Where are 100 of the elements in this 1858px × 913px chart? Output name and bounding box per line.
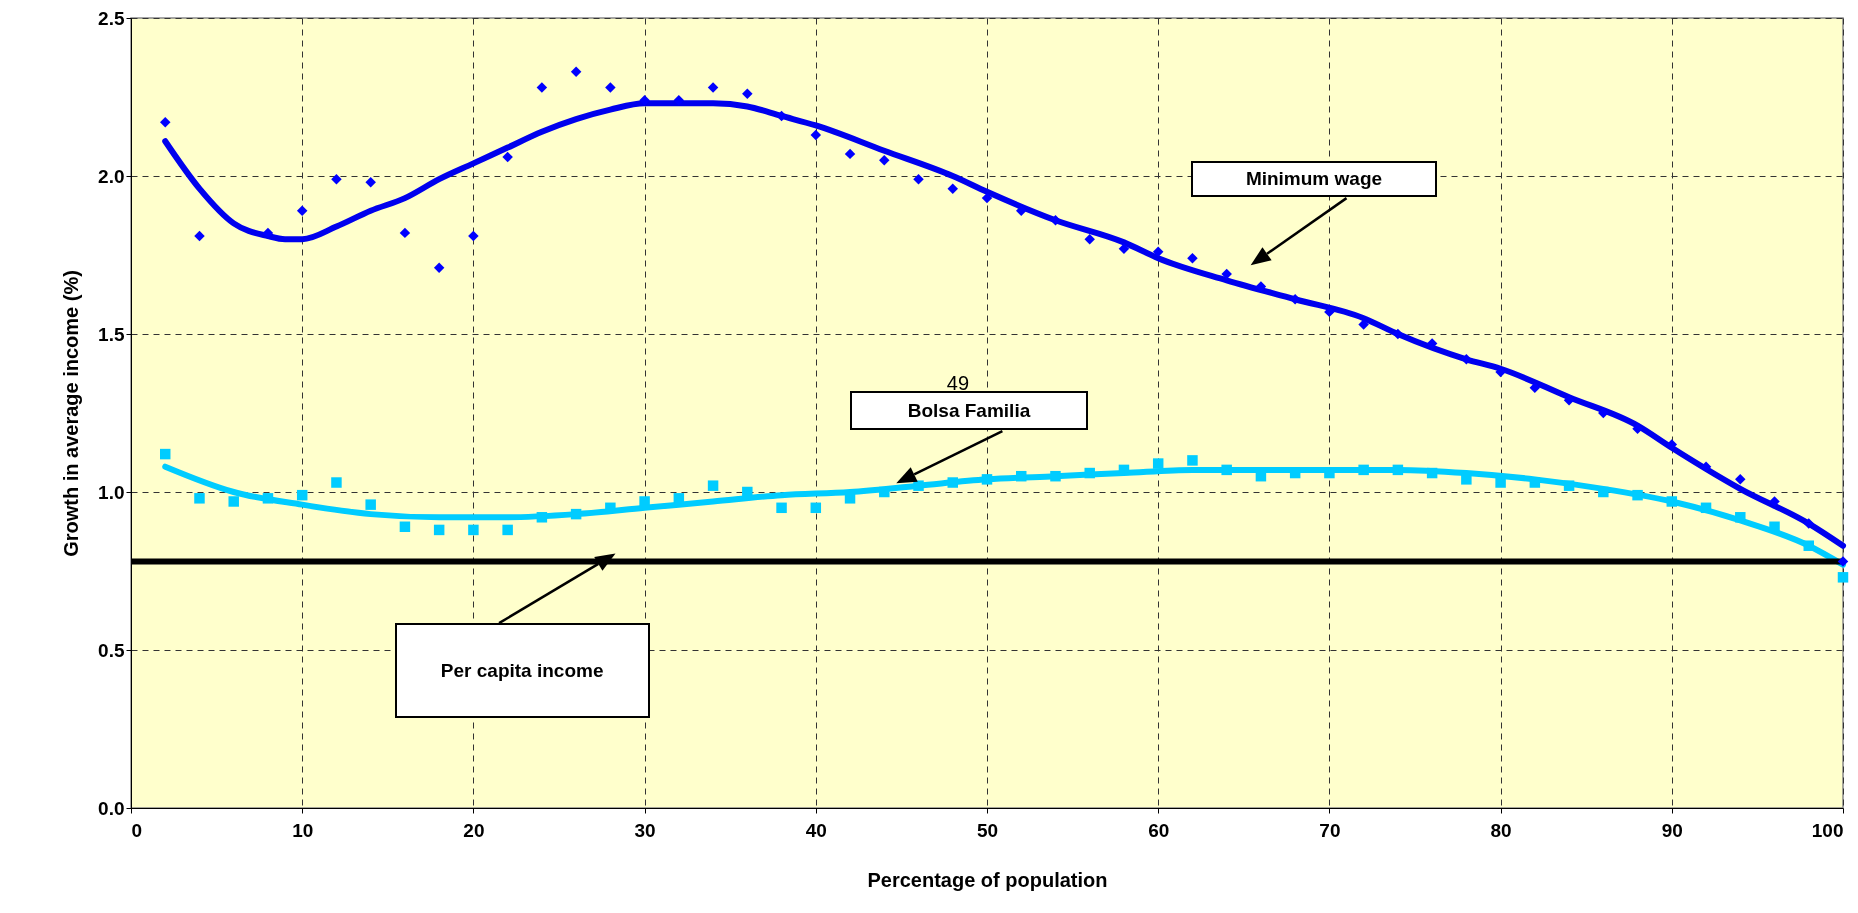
- point: [399, 521, 411, 532]
- point: [844, 148, 856, 160]
- point: [468, 230, 479, 242]
- point: [1152, 246, 1164, 258]
- point: [1221, 464, 1232, 476]
- point: [1255, 281, 1267, 292]
- x-tick-label: 90: [1661, 819, 1683, 841]
- point: [1221, 268, 1232, 280]
- y-axis-title: Growth in average income (%): [60, 270, 83, 557]
- point: [879, 154, 890, 166]
- point: [502, 524, 513, 536]
- point: [1016, 470, 1027, 482]
- point: [399, 227, 411, 239]
- annotation: Bolsa Familia: [907, 399, 1031, 422]
- point: [570, 508, 582, 520]
- point: [502, 151, 513, 163]
- point: [1358, 464, 1369, 476]
- point: [1529, 477, 1541, 488]
- point: [1050, 470, 1061, 482]
- point: [1426, 338, 1438, 349]
- point: [1392, 464, 1404, 476]
- point: [536, 512, 548, 523]
- point: [1803, 518, 1814, 529]
- text-box: Bolsa Familia: [850, 390, 1088, 431]
- point: [1461, 474, 1472, 485]
- y-tick-label: 1.5: [98, 323, 125, 345]
- x-tick-label: 0: [131, 819, 143, 841]
- point: [639, 496, 650, 507]
- point: [262, 493, 274, 504]
- point: [776, 502, 787, 514]
- x-tick-label: 60: [1148, 819, 1170, 841]
- x-tick-label: 70: [1319, 819, 1341, 841]
- y-tick-label: 2.5: [98, 7, 125, 29]
- x-tick-label: 10: [292, 819, 314, 841]
- point: [776, 110, 787, 122]
- point: [1495, 366, 1506, 378]
- point: [742, 88, 753, 100]
- point: [810, 129, 822, 141]
- point: [605, 82, 616, 93]
- point: [1289, 294, 1301, 305]
- y-tick-label: 0.5: [98, 639, 125, 661]
- point: [1563, 395, 1575, 406]
- point: [1803, 540, 1814, 551]
- point: [365, 177, 376, 188]
- point: [365, 499, 376, 510]
- point: [1187, 252, 1198, 264]
- point: [433, 262, 445, 273]
- point: [1700, 502, 1712, 514]
- text-box: Per capita income: [394, 623, 650, 718]
- point: [707, 82, 719, 93]
- point: [1837, 556, 1849, 567]
- point: [1598, 486, 1609, 498]
- point: [1084, 233, 1095, 245]
- point: [947, 477, 958, 488]
- point: [1598, 407, 1609, 419]
- annotation: Minimum wage: [1245, 167, 1383, 190]
- point: [1118, 464, 1130, 476]
- point: [536, 82, 548, 93]
- point: [1563, 480, 1575, 491]
- point: [1392, 328, 1404, 340]
- point: [331, 173, 342, 185]
- point: [1632, 423, 1643, 435]
- point: [1837, 572, 1849, 583]
- point: [673, 493, 685, 504]
- point: [1050, 215, 1061, 226]
- point: [1529, 382, 1541, 393]
- point: [1632, 489, 1643, 501]
- x-tick-label: 20: [463, 819, 485, 841]
- x-tick-label: 30: [634, 819, 656, 841]
- point: [1118, 243, 1130, 254]
- point: [296, 489, 308, 501]
- point: [1769, 496, 1780, 507]
- point: [1152, 458, 1164, 469]
- text-box: Minimum wage: [1190, 161, 1438, 197]
- point: [810, 502, 822, 514]
- y-tick-label: 1.0: [98, 481, 125, 503]
- point: [1084, 467, 1095, 479]
- point: [1324, 306, 1335, 318]
- point: [262, 227, 274, 239]
- point: [160, 117, 171, 128]
- point: [1666, 496, 1678, 507]
- point: [1461, 354, 1472, 365]
- point: [331, 477, 342, 488]
- y-tick-label: 2.0: [98, 165, 125, 187]
- point: [673, 94, 685, 106]
- point: [194, 230, 205, 242]
- y-tick-label: 0.0: [98, 797, 125, 819]
- x-tick-label: 100: [1811, 819, 1844, 841]
- point: [570, 66, 582, 77]
- point: [433, 524, 445, 536]
- annotation: Per capita income: [440, 659, 604, 682]
- x-tick-label: 40: [805, 819, 827, 841]
- point: [639, 94, 650, 106]
- point: [1769, 521, 1780, 532]
- point: [228, 496, 239, 507]
- point: [296, 205, 308, 216]
- point: [913, 480, 924, 491]
- x-tick-label: 50: [976, 819, 999, 841]
- point: [981, 192, 993, 204]
- point: [879, 486, 890, 498]
